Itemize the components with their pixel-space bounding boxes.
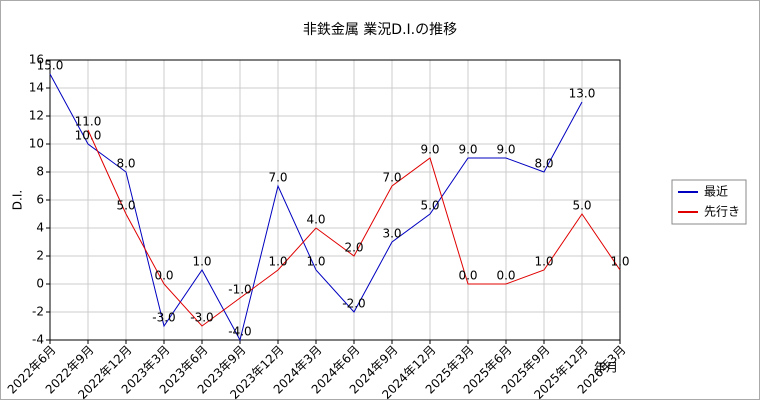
- data-label: 7.0: [268, 171, 287, 185]
- y-tick-label: 4: [36, 221, 44, 235]
- data-label: 1.0: [306, 255, 325, 269]
- y-tick-label: -4: [32, 333, 44, 347]
- y-axis-label: D.I.: [11, 190, 25, 210]
- data-label: 5.0: [420, 199, 439, 213]
- data-label: 1.0: [534, 255, 553, 269]
- plot-border: [49, 59, 621, 341]
- data-label: 5.0: [116, 199, 135, 213]
- y-tick-label: 8: [36, 165, 44, 179]
- legend-label: 最近: [704, 185, 728, 199]
- data-label: 3.0: [382, 227, 401, 241]
- y-tick-label: 0: [36, 277, 44, 291]
- data-label: 0.0: [154, 269, 173, 283]
- data-label: 8.0: [534, 157, 553, 171]
- y-tick-label: 10: [29, 137, 44, 151]
- data-label: -3.0: [190, 311, 213, 325]
- data-label: 1.0: [610, 255, 629, 269]
- legend-box: [671, 179, 747, 225]
- data-label: 9.0: [420, 143, 439, 157]
- y-tick-label: 16: [29, 53, 44, 67]
- y-tick-label: 14: [29, 81, 44, 95]
- data-label: 15.0: [37, 59, 64, 73]
- data-label: -3.0: [152, 311, 175, 325]
- data-label: 0.0: [458, 269, 477, 283]
- data-label: 11.0: [75, 115, 102, 129]
- data-label: 1.0: [192, 255, 211, 269]
- data-label: 2.0: [344, 241, 363, 255]
- data-label: 8.0: [116, 157, 135, 171]
- data-label: 10.0: [75, 129, 102, 143]
- series-line: [49, 73, 583, 342]
- y-tick-label: 12: [29, 109, 44, 123]
- data-label: -2.0: [342, 297, 365, 311]
- legend-label: 先行き: [704, 205, 740, 219]
- data-label: 13.0: [569, 87, 596, 101]
- y-tick-label: 2: [36, 249, 44, 263]
- data-label: 9.0: [458, 143, 477, 157]
- data-label: 4.0: [306, 213, 325, 227]
- data-label: 9.0: [496, 143, 515, 157]
- data-label: 0.0: [496, 269, 515, 283]
- y-tick-label: -2: [32, 305, 44, 319]
- data-label: 7.0: [382, 171, 401, 185]
- data-label: -1.0: [228, 283, 251, 297]
- y-tick-label: 6: [36, 193, 44, 207]
- data-label: -4.0: [228, 325, 251, 339]
- series-line: [87, 129, 621, 327]
- data-label: 5.0: [572, 199, 591, 213]
- chart-title: 非鉄金属 業況D.I.の推移: [303, 22, 457, 38]
- x-axis-label: 年月: [594, 361, 618, 375]
- data-label: 1.0: [268, 255, 287, 269]
